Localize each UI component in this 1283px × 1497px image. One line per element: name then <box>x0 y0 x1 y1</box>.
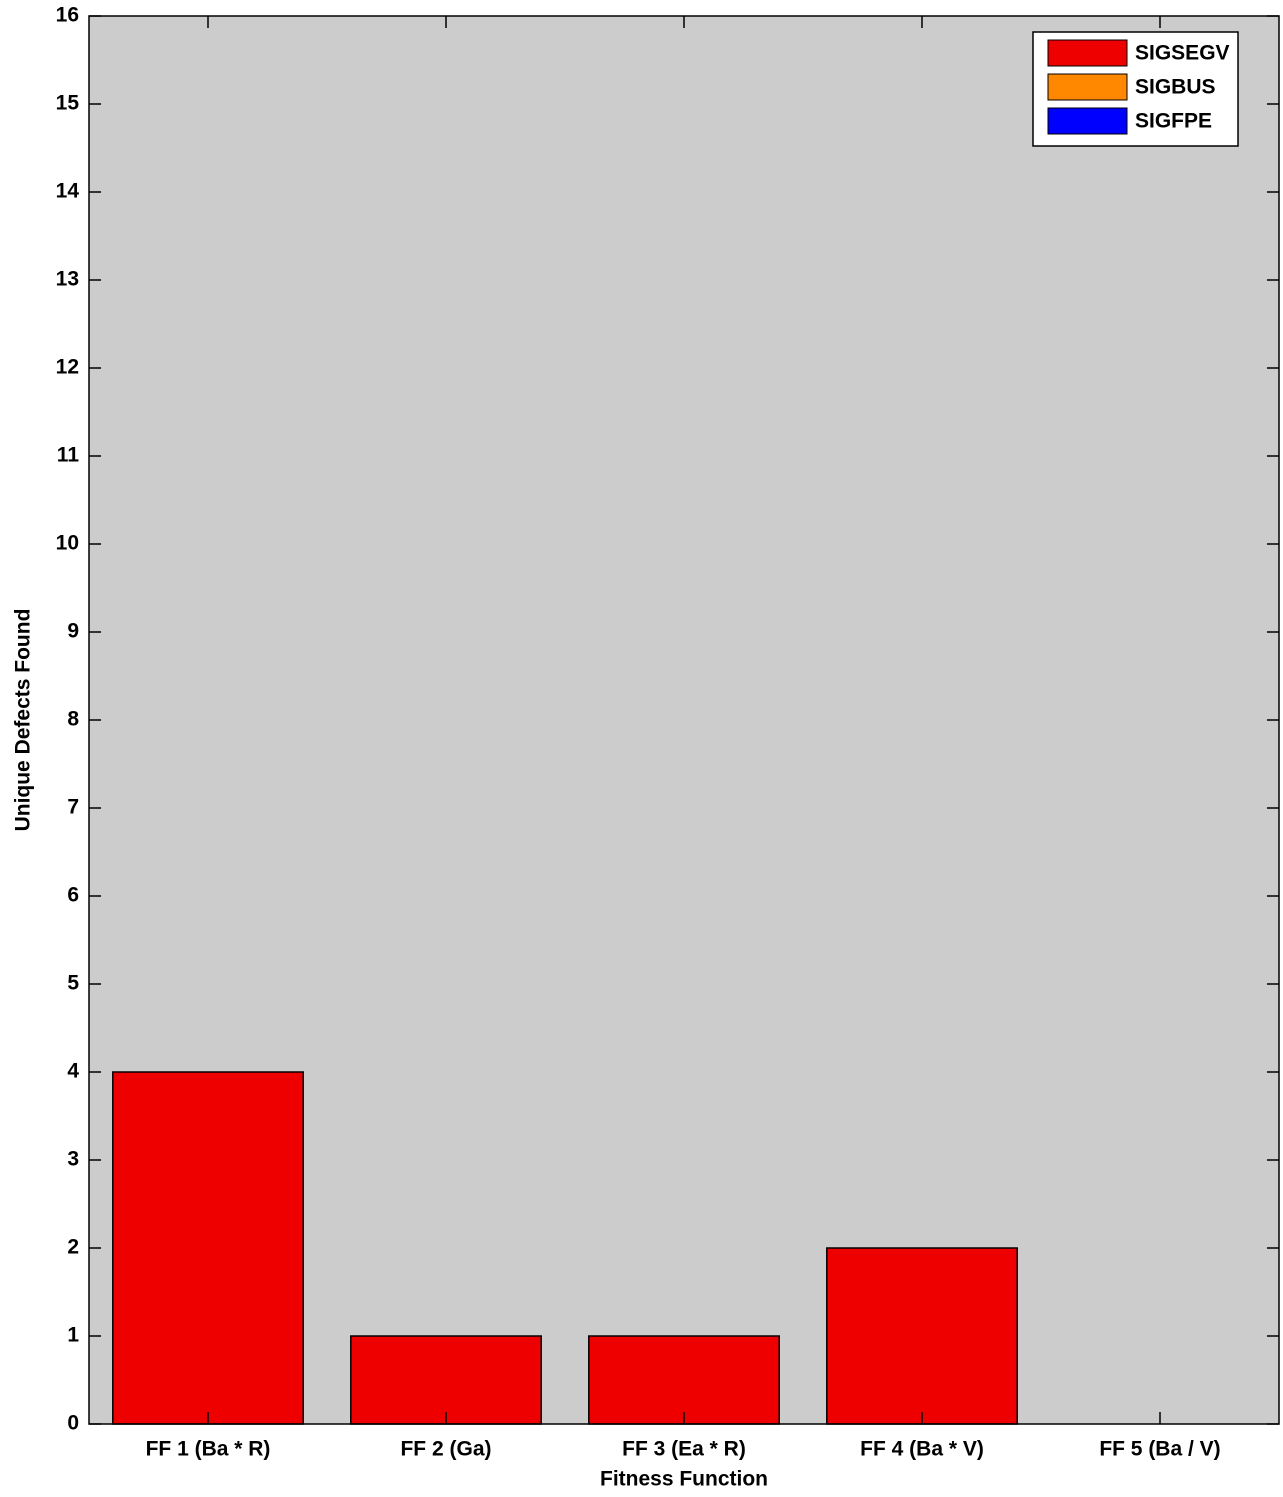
x-tick-label: FF 2 (Ga) <box>400 1438 491 1461</box>
y-tick-label: 0 <box>67 1412 79 1435</box>
y-tick-label: 1 <box>67 1324 79 1347</box>
y-tick-label: 7 <box>67 796 79 819</box>
legend-label: SIGSEGV <box>1135 42 1230 65</box>
x-tick-label: FF 5 (Ba / V) <box>1099 1438 1220 1461</box>
bar <box>350 1335 542 1425</box>
x-tick-label: FF 1 (Ba * R) <box>146 1438 271 1461</box>
x-axis-label: Fitness Function <box>600 1468 768 1491</box>
y-tick-label: 6 <box>67 884 79 907</box>
plot-frame <box>88 15 1280 1425</box>
bar <box>112 1071 304 1425</box>
bar <box>588 1335 780 1425</box>
y-tick-label: 4 <box>67 1060 79 1083</box>
y-tick-label: 3 <box>67 1148 79 1171</box>
y-tick-label: 5 <box>67 972 79 995</box>
x-tick-label: FF 4 (Ba * V) <box>860 1438 984 1461</box>
y-tick-label: 13 <box>56 268 79 291</box>
legend-swatch <box>1047 107 1128 135</box>
y-tick-label: 9 <box>67 620 79 643</box>
legend-label: SIGFPE <box>1135 110 1212 133</box>
legend: SIGSEGV SIGBUS SIGFPE <box>1032 31 1239 147</box>
x-tick-label: FF 3 (Ea * R) <box>622 1438 746 1461</box>
y-tick-label: 14 <box>56 180 80 203</box>
bar <box>826 1247 1018 1425</box>
y-tick-label: 16 <box>56 4 79 27</box>
legend-label: SIGBUS <box>1135 76 1216 99</box>
legend-swatch <box>1047 73 1128 101</box>
y-tick-label: 8 <box>67 708 79 731</box>
y-tick-label: 2 <box>67 1236 79 1259</box>
y-tick-label: 10 <box>56 532 79 555</box>
y-axis-label: Unique Defects Found <box>12 609 35 832</box>
legend-swatch <box>1047 39 1128 67</box>
y-tick-label: 11 <box>57 444 80 467</box>
y-tick-label: 15 <box>56 92 80 115</box>
y-tick-label: 12 <box>56 356 79 379</box>
